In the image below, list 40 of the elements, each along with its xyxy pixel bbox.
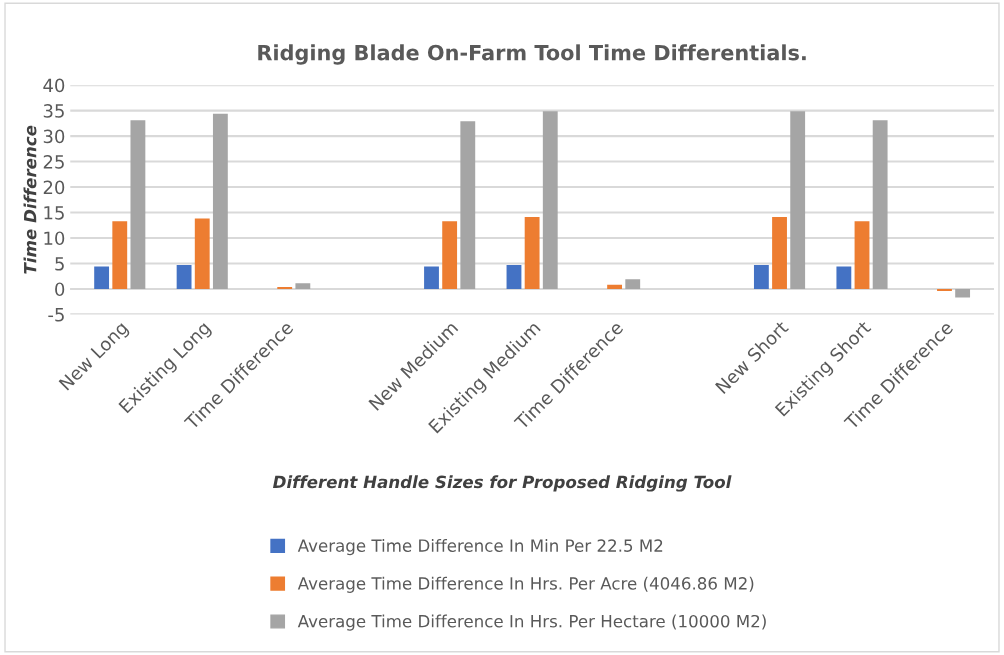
- y-tick-label: 30: [43, 129, 65, 144]
- bar: [212, 113, 228, 289]
- y-tick-label: 15: [44, 206, 64, 220]
- bar: [937, 288, 952, 291]
- y-tick-label: 25: [43, 155, 64, 169]
- bar: [854, 221, 870, 289]
- chart-title: Ridging Blade On-Farm Tool Time Differentials.: [258, 44, 806, 65]
- bar: [277, 286, 293, 289]
- bar: [836, 266, 852, 289]
- y-tick-label: 35: [43, 104, 64, 118]
- bar: [955, 288, 971, 298]
- bar: [607, 284, 623, 289]
- legend-label: Average Time Difference In Min Per 22.5 M2: [297, 539, 663, 556]
- bar: [506, 264, 522, 289]
- bar: [112, 221, 128, 289]
- x-axis-title: Different Handle Sizes for Proposed Ridging Tool: [272, 475, 732, 492]
- y-tick-label: 5: [55, 257, 64, 271]
- bar: [753, 264, 769, 289]
- bar: [424, 266, 439, 289]
- y-tick-label: 10: [44, 231, 65, 246]
- bar: [94, 266, 110, 289]
- bar: [176, 264, 192, 289]
- bar: [442, 221, 458, 289]
- bar: [524, 217, 540, 289]
- legend-label: Average Time Difference In Hrs. Per Hectare (10000 M2): [297, 614, 766, 631]
- y-tick-label: -5: [48, 308, 64, 322]
- bar: [460, 121, 476, 289]
- y-tick-label: 0: [55, 282, 65, 297]
- y-tick-label: 20: [43, 180, 65, 195]
- y-axis-title: Time Difference: [23, 125, 37, 274]
- bar: [194, 218, 210, 289]
- bar: [295, 283, 311, 289]
- bar: [772, 217, 787, 289]
- bar: [625, 279, 641, 289]
- bar: [542, 111, 558, 289]
- y-tick-label: 40: [43, 78, 65, 93]
- bar: [130, 120, 146, 289]
- bar: [790, 111, 806, 289]
- legend-label: Average Time Difference In Hrs. Per Acre (4046.86 M2): [297, 576, 754, 593]
- bar: [872, 120, 888, 289]
